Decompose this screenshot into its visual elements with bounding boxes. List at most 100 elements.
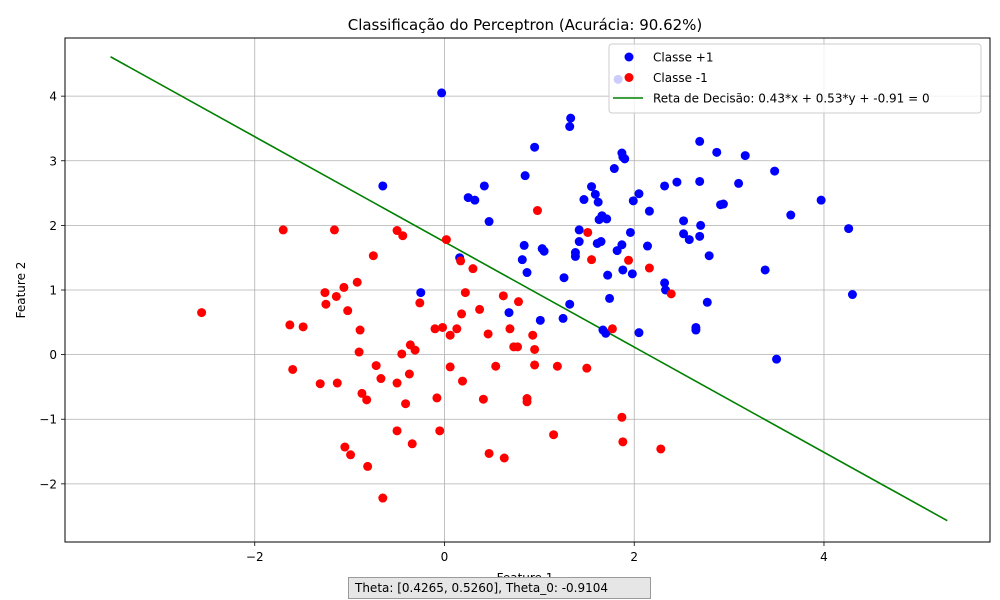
point-classe-pos bbox=[565, 299, 575, 309]
point-classe-pos bbox=[625, 227, 635, 237]
point-classe-neg bbox=[475, 304, 485, 314]
point-classe-neg bbox=[432, 393, 442, 403]
point-classe-neg bbox=[371, 361, 381, 371]
point-classe-neg bbox=[392, 226, 402, 236]
point-classe-neg bbox=[445, 362, 455, 372]
point-classe-neg bbox=[618, 437, 628, 447]
point-classe-pos bbox=[770, 166, 780, 176]
point-classe-neg bbox=[321, 299, 331, 309]
point-classe-pos bbox=[574, 225, 584, 235]
point-classe-neg bbox=[513, 297, 523, 307]
point-classe-pos bbox=[596, 237, 606, 247]
legend-label: Reta de Decisão: 0.43*x + 0.53*y + -0.91… bbox=[653, 92, 930, 106]
point-classe-pos bbox=[644, 206, 654, 216]
point-classe-pos bbox=[437, 88, 447, 98]
point-classe-pos bbox=[566, 113, 576, 123]
point-classe-neg bbox=[624, 255, 634, 265]
point-classe-neg bbox=[522, 397, 532, 407]
x-tick-label: 2 bbox=[630, 550, 638, 564]
point-classe-neg bbox=[460, 288, 470, 298]
legend-marker bbox=[624, 73, 634, 82]
x-tick-label: 0 bbox=[441, 550, 449, 564]
point-classe-pos bbox=[504, 308, 514, 318]
point-classe-pos bbox=[620, 154, 630, 164]
point-classe-neg bbox=[656, 444, 666, 454]
point-classe-neg bbox=[549, 430, 559, 440]
point-classe-neg bbox=[392, 426, 402, 436]
point-classe-neg bbox=[368, 251, 378, 261]
y-tick-label: 1 bbox=[49, 284, 57, 298]
point-classe-neg bbox=[410, 345, 420, 355]
point-classe-pos bbox=[634, 328, 644, 338]
legend-label: Classe -1 bbox=[653, 71, 708, 85]
point-classe-pos bbox=[786, 210, 796, 220]
point-classe-pos bbox=[559, 273, 569, 283]
point-classe-pos bbox=[760, 265, 770, 275]
point-classe-neg bbox=[346, 450, 356, 460]
point-classe-neg bbox=[583, 227, 593, 237]
point-classe-pos bbox=[520, 171, 530, 181]
legend-box bbox=[608, 43, 982, 114]
point-classe-pos bbox=[574, 237, 584, 247]
point-classe-pos bbox=[696, 220, 706, 230]
point-classe-neg bbox=[415, 298, 425, 308]
point-classe-neg bbox=[355, 325, 365, 335]
point-classe-pos bbox=[691, 322, 701, 332]
point-classe-pos bbox=[558, 313, 568, 323]
point-classe-neg bbox=[398, 231, 408, 241]
point-classe-neg bbox=[320, 288, 330, 298]
point-classe-neg bbox=[513, 342, 523, 352]
point-classe-pos bbox=[605, 293, 615, 303]
point-classe-neg bbox=[582, 363, 592, 373]
point-classe-neg bbox=[343, 306, 353, 316]
point-classe-neg bbox=[483, 329, 493, 339]
point-classe-pos bbox=[539, 246, 549, 256]
x-tick-label: −2 bbox=[246, 550, 264, 564]
point-classe-neg bbox=[505, 324, 515, 334]
point-classe-neg bbox=[288, 364, 298, 374]
point-classe-pos bbox=[609, 164, 619, 174]
point-classe-neg bbox=[478, 394, 488, 404]
point-classe-pos bbox=[530, 142, 540, 152]
legend: Classe +1 Classe -1 Reta de Decisão: 0.43*… bbox=[608, 43, 982, 114]
point-classe-pos bbox=[734, 178, 744, 188]
point-classe-neg bbox=[407, 439, 417, 449]
point-classe-neg bbox=[438, 322, 448, 332]
point-classe-pos bbox=[484, 217, 494, 227]
point-classe-pos bbox=[712, 147, 722, 157]
point-classe-neg bbox=[339, 282, 349, 292]
point-classe-neg bbox=[491, 361, 501, 371]
y-tick-label: 0 bbox=[49, 348, 57, 362]
point-classe-pos bbox=[603, 270, 613, 280]
y-tick-label: 4 bbox=[49, 90, 57, 104]
point-classe-neg bbox=[197, 308, 207, 318]
point-classe-neg bbox=[315, 379, 325, 389]
y-axis-label: Feature 2 bbox=[14, 262, 28, 319]
point-classe-pos bbox=[628, 196, 638, 206]
point-classe-pos bbox=[612, 246, 622, 256]
point-classe-neg bbox=[376, 374, 386, 384]
point-classe-pos bbox=[601, 328, 611, 338]
point-classe-pos bbox=[479, 181, 489, 191]
point-classe-neg bbox=[404, 369, 414, 379]
point-classe-neg bbox=[484, 448, 494, 458]
point-classe-pos bbox=[535, 315, 545, 325]
point-classe-neg bbox=[532, 206, 542, 216]
point-classe-pos bbox=[517, 255, 527, 265]
point-classe-pos bbox=[772, 354, 782, 364]
point-classe-neg bbox=[401, 399, 411, 409]
point-classe-pos bbox=[704, 251, 714, 261]
point-classe-pos bbox=[602, 214, 612, 224]
point-classe-neg bbox=[458, 376, 468, 386]
point-classe-neg bbox=[278, 225, 288, 235]
point-classe-pos bbox=[660, 278, 670, 288]
point-classe-neg bbox=[329, 225, 339, 235]
legend-label: Classe +1 bbox=[653, 51, 713, 65]
point-classe-pos bbox=[627, 269, 637, 279]
point-classe-neg bbox=[441, 235, 451, 245]
point-classe-pos bbox=[695, 231, 705, 241]
point-classe-pos bbox=[416, 288, 426, 298]
point-classe-neg bbox=[435, 426, 445, 436]
y-tick-label: −2 bbox=[39, 477, 57, 491]
point-classe-pos bbox=[684, 235, 694, 245]
